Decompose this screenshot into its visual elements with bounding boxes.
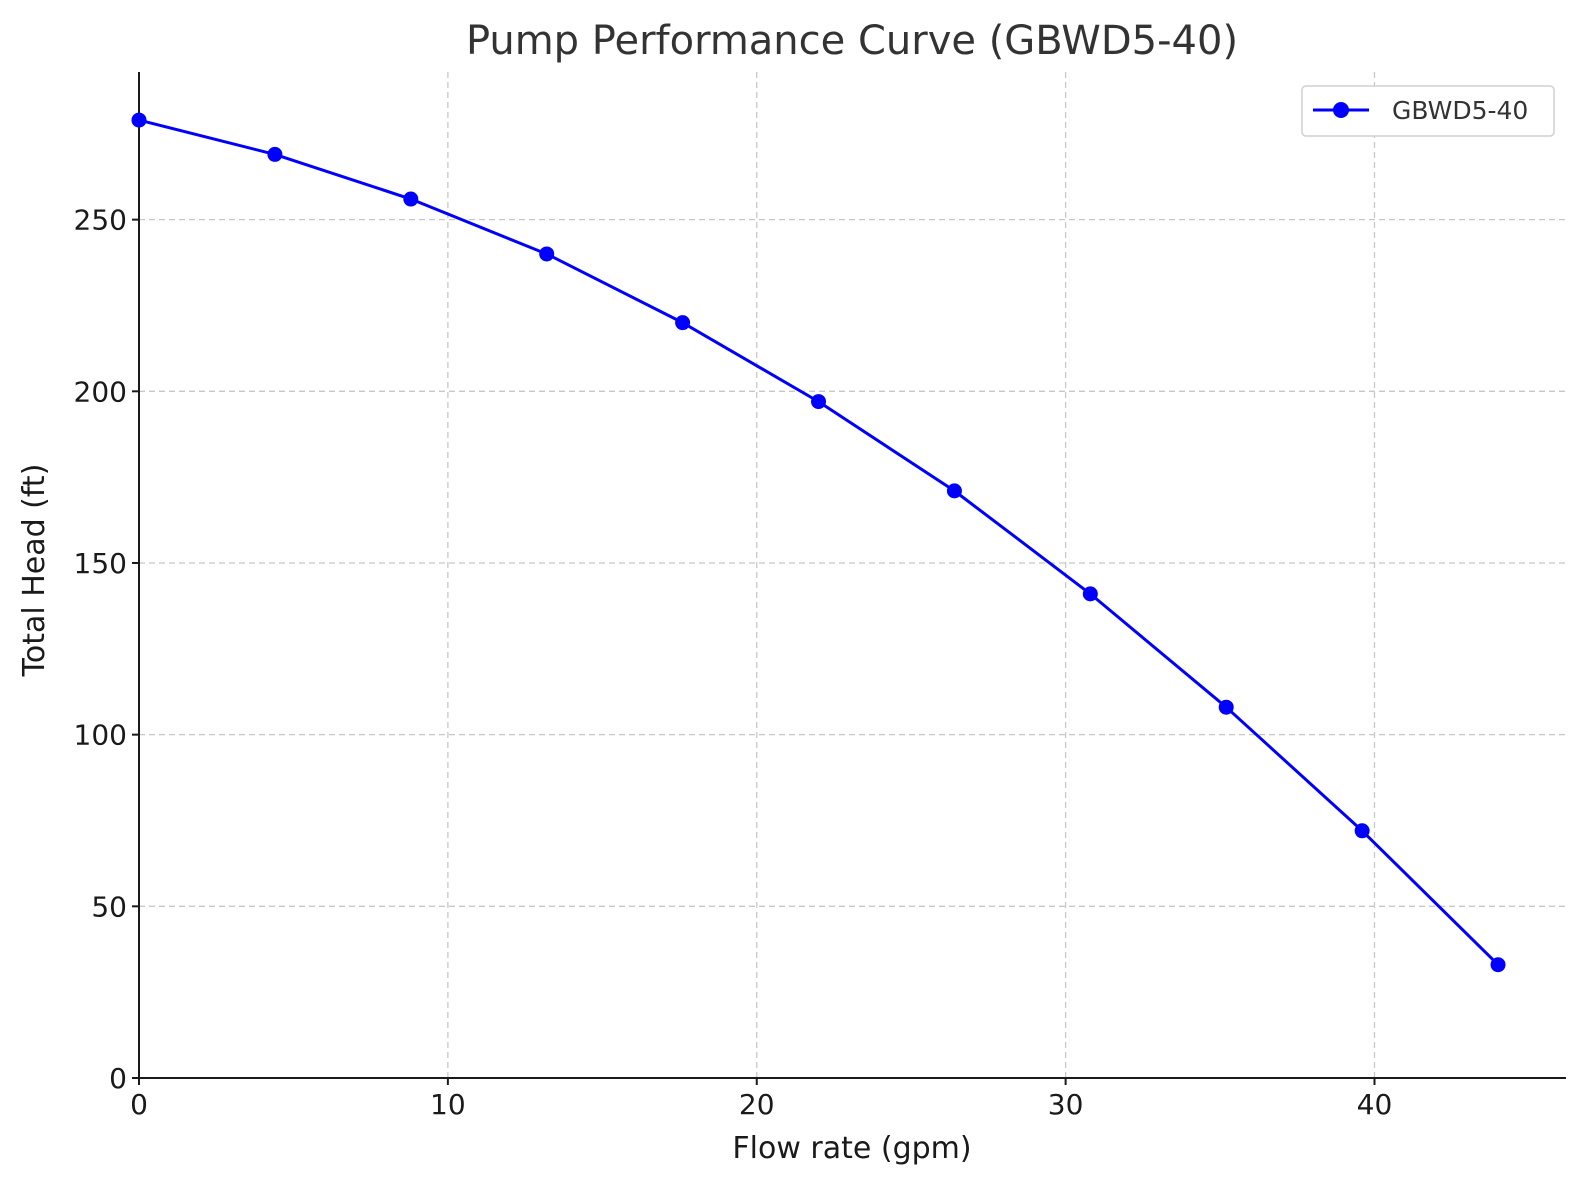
- x-axis-title: Flow rate (gpm): [732, 1131, 971, 1166]
- y-axis-ticks: 0 50 100 150 200 250: [74, 204, 139, 1095]
- x-tick-label-0: 0: [130, 1088, 148, 1121]
- data-point-4: [675, 315, 691, 331]
- data-point-8: [1218, 699, 1234, 715]
- legend: GBWD5-40: [1301, 85, 1555, 137]
- data-point-6: [946, 483, 962, 499]
- data-point-1: [267, 146, 283, 162]
- x-axis-ticks: 0 10 20 30 40: [130, 1078, 1392, 1121]
- legend-marker-swatch: [1333, 102, 1349, 118]
- y-tick-label-50: 50: [91, 890, 127, 923]
- x-tick-label-10: 10: [430, 1088, 466, 1121]
- data-point-10: [1490, 957, 1506, 973]
- data-point-2: [403, 191, 419, 207]
- axes: [138, 72, 1566, 1079]
- grid-lines: [139, 72, 1566, 1078]
- y-tick-label-200: 200: [74, 375, 127, 408]
- legend-entry-label: GBWD5-40: [1392, 96, 1528, 125]
- series-line-0: [138, 118, 1500, 966]
- x-tick-label-40: 40: [1357, 1088, 1393, 1121]
- data-point-7: [1082, 586, 1098, 602]
- data-point-3: [539, 246, 555, 262]
- chart-title: Pump Performance Curve (GBWD5-40): [466, 18, 1238, 64]
- data-point-5: [811, 394, 827, 410]
- legend-frame: [1301, 85, 1555, 137]
- y-tick-label-0: 0: [109, 1062, 127, 1095]
- data-point-0: [131, 112, 147, 128]
- x-tick-label-20: 20: [739, 1088, 775, 1121]
- y-tick-label-150: 150: [74, 547, 127, 580]
- y-tick-label-100: 100: [74, 719, 127, 752]
- y-axis-title: Total Head (ft): [17, 464, 52, 678]
- y-tick-label-250: 250: [74, 204, 127, 237]
- x-tick-label-30: 30: [1048, 1088, 1084, 1121]
- data-point-9: [1354, 823, 1370, 839]
- series-group: [131, 112, 1506, 973]
